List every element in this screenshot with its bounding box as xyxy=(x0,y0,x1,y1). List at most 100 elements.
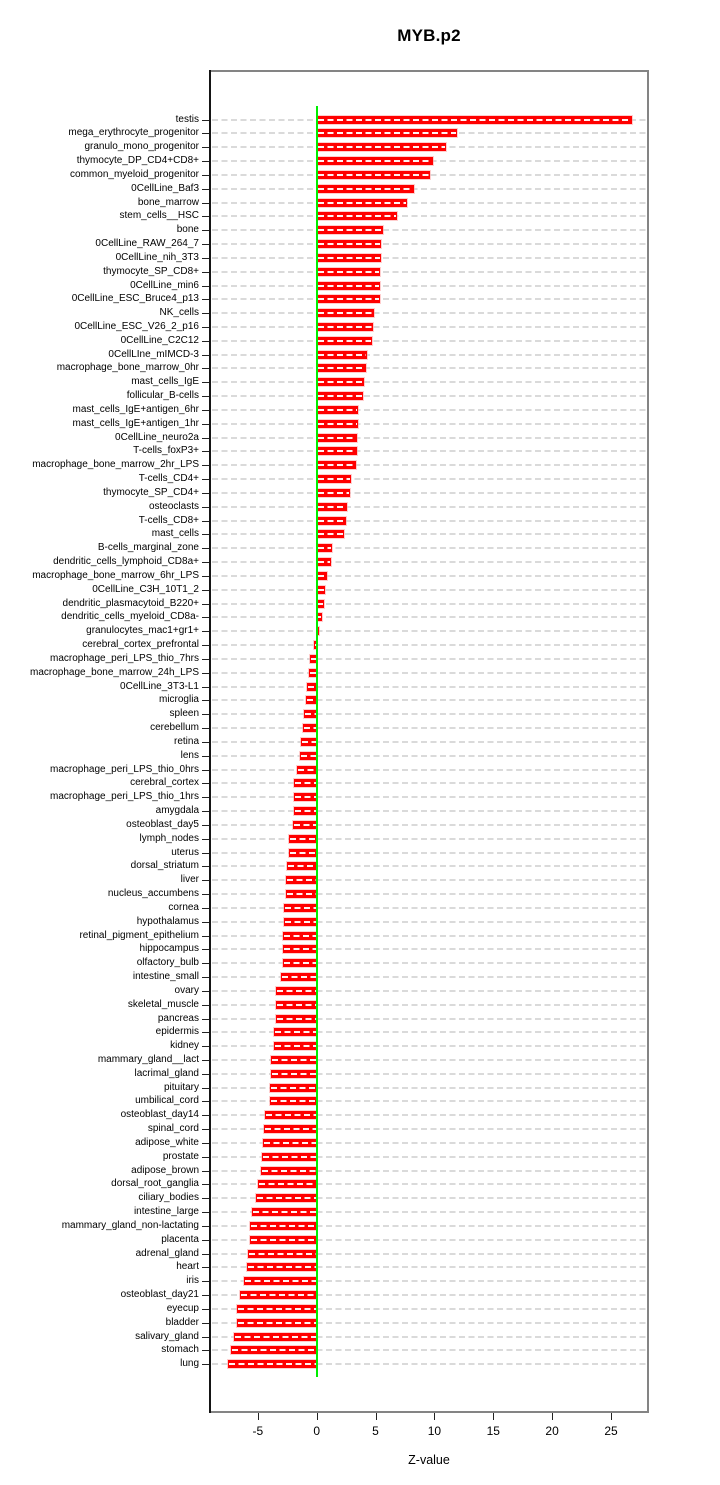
bar xyxy=(251,1207,318,1218)
bar xyxy=(293,778,318,789)
row-gridline xyxy=(212,478,646,481)
row-gridline xyxy=(212,1211,646,1214)
bar-highlight-dashes xyxy=(271,1100,316,1103)
y-tick xyxy=(202,492,209,494)
y-tick xyxy=(202,1364,209,1366)
bar-highlight-dashes xyxy=(310,657,316,660)
category-label: follicular_B-cells xyxy=(126,390,199,402)
bar-highlight-dashes xyxy=(317,312,374,315)
bar xyxy=(281,958,318,969)
row-gridline xyxy=(212,1155,646,1158)
bar xyxy=(285,875,318,886)
bar xyxy=(315,515,348,526)
y-tick xyxy=(202,672,209,674)
bar xyxy=(229,1345,318,1356)
category-label: dendritic_cells_lymphoid_CD8a+ xyxy=(53,556,199,568)
y-tick xyxy=(202,437,209,439)
y-tick xyxy=(202,1142,209,1144)
bar-highlight-dashes xyxy=(294,823,316,826)
bar-highlight-dashes xyxy=(238,1307,316,1310)
bar-highlight-dashes xyxy=(272,1058,316,1061)
category-label: prostate xyxy=(162,1150,199,1162)
category-label: 0CellLine_C3H_10T1_2 xyxy=(92,583,199,595)
row-gridline xyxy=(212,948,646,951)
row-gridline xyxy=(212,1307,646,1310)
bar xyxy=(307,667,318,678)
y-tick xyxy=(202,174,209,176)
y-tick xyxy=(202,1018,209,1020)
bar xyxy=(315,142,448,153)
bar-highlight-dashes xyxy=(317,616,321,619)
category-label: thymocyte_SP_CD4+ xyxy=(103,486,199,498)
row-gridline xyxy=(212,339,646,342)
row-gridline xyxy=(212,284,646,287)
row-gridline xyxy=(212,298,646,301)
bar xyxy=(249,1220,318,1231)
category-label: lymph_nodes xyxy=(139,832,199,844)
category-label: testis xyxy=(175,113,199,125)
row-gridline xyxy=(212,1114,646,1117)
category-label: 0CellLine_nih_3T3 xyxy=(115,251,199,263)
category-label: placenta xyxy=(161,1233,199,1245)
bar-highlight-dashes xyxy=(263,1155,316,1158)
row-gridline xyxy=(212,1003,646,1006)
bar xyxy=(282,916,318,927)
x-tick-label: 20 xyxy=(545,1424,559,1438)
category-label: 0CellLine_3T3-L1 xyxy=(120,680,199,692)
y-tick xyxy=(202,423,209,425)
bar-highlight-dashes xyxy=(317,533,343,536)
row-gridline xyxy=(212,810,646,812)
row-gridline xyxy=(212,395,646,398)
row-gridline xyxy=(212,671,646,674)
bar xyxy=(315,335,373,346)
bar xyxy=(246,1248,318,1259)
y-tick xyxy=(202,161,209,162)
category-label: cerebral_cortex xyxy=(130,777,199,789)
category-label: thymocyte_SP_CD8+ xyxy=(103,265,199,277)
row-gridline xyxy=(212,893,646,895)
bar xyxy=(315,169,431,180)
category-label: 0CellLine_Baf3 xyxy=(131,182,199,194)
bar xyxy=(315,460,358,471)
y-tick xyxy=(202,1115,209,1117)
bar-highlight-dashes xyxy=(317,146,446,149)
bar-highlight-dashes xyxy=(301,740,316,743)
bar-highlight-dashes xyxy=(259,1183,316,1186)
category-label: cerebral_cortex_prefrontal xyxy=(82,639,199,650)
bar xyxy=(282,902,318,913)
y-tick xyxy=(202,1046,209,1048)
bar xyxy=(262,1137,318,1148)
y-tick xyxy=(202,1059,209,1061)
category-label: liver xyxy=(180,874,199,886)
y-tick xyxy=(202,1198,209,1200)
category-label: ovary xyxy=(174,984,199,996)
y-tick xyxy=(202,465,209,467)
category-label: T-cells_foxP3+ xyxy=(133,445,199,457)
y-tick xyxy=(202,921,209,923)
bar-highlight-dashes xyxy=(317,436,357,439)
row-gridline xyxy=(212,367,646,370)
bar-highlight-dashes xyxy=(297,768,316,771)
bar-highlight-dashes xyxy=(317,187,414,190)
category-label: 0CellLine_ESC_Bruce4_p13 xyxy=(71,293,199,305)
category-label: macrophage_bone_marrow_0hr xyxy=(56,362,199,374)
bar xyxy=(243,1276,318,1287)
y-tick xyxy=(202,645,209,646)
bar-highlight-dashes xyxy=(317,422,357,425)
row-gridline xyxy=(212,1224,646,1227)
category-label: 0CellLIne_mIMCD-3 xyxy=(108,348,199,360)
bar-highlight-dashes xyxy=(317,450,356,453)
row-gridline xyxy=(212,1128,646,1131)
bar-highlight-dashes xyxy=(295,782,316,785)
bar xyxy=(315,197,409,208)
bar xyxy=(315,598,325,609)
bar xyxy=(312,640,318,650)
bar xyxy=(246,1262,318,1273)
bar xyxy=(263,1124,318,1135)
bar-highlight-dashes xyxy=(317,381,363,384)
row-gridline xyxy=(212,436,646,439)
row-gridline xyxy=(212,685,646,688)
row-gridline xyxy=(212,574,646,577)
bar-highlight-dashes xyxy=(277,989,316,992)
category-label: hypothalamus xyxy=(136,915,199,927)
